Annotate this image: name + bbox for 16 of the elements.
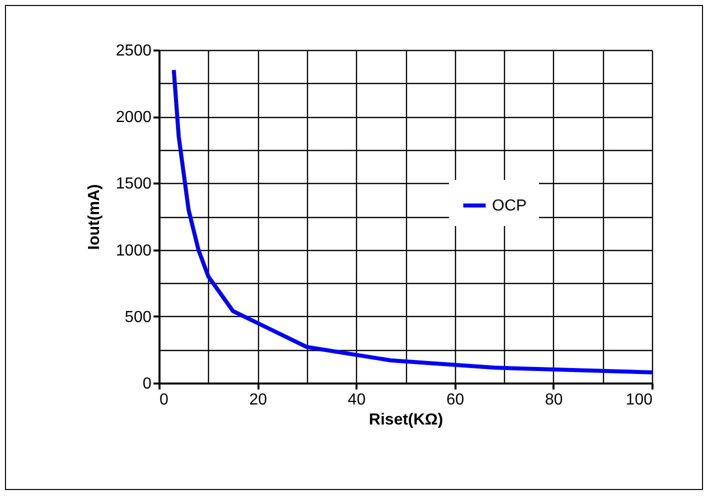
- y-tick-label: 1000: [116, 242, 152, 260]
- y-tick-label: 1500: [116, 176, 152, 193]
- x-tick-label: 0: [160, 392, 168, 408]
- x-tick-label: 100: [626, 392, 653, 408]
- x-tick-label: 20: [249, 392, 268, 408]
- x-tick-label: 40: [348, 392, 366, 408]
- y-axis-title: Iout(mA): [86, 184, 103, 250]
- x-tick-label: 80: [545, 392, 563, 408]
- x-tick-label: 60: [446, 392, 464, 408]
- y-tick-label: 2500: [116, 42, 152, 60]
- y-tick-label: 0: [142, 376, 152, 392]
- y-tick-label: 500: [124, 308, 152, 326]
- x-axis-title: Riset(KΩ): [368, 412, 444, 428]
- line-series: [172, 68, 652, 374]
- legend-label: OCP: [492, 198, 527, 214]
- y-tick-label: 2000: [116, 109, 152, 126]
